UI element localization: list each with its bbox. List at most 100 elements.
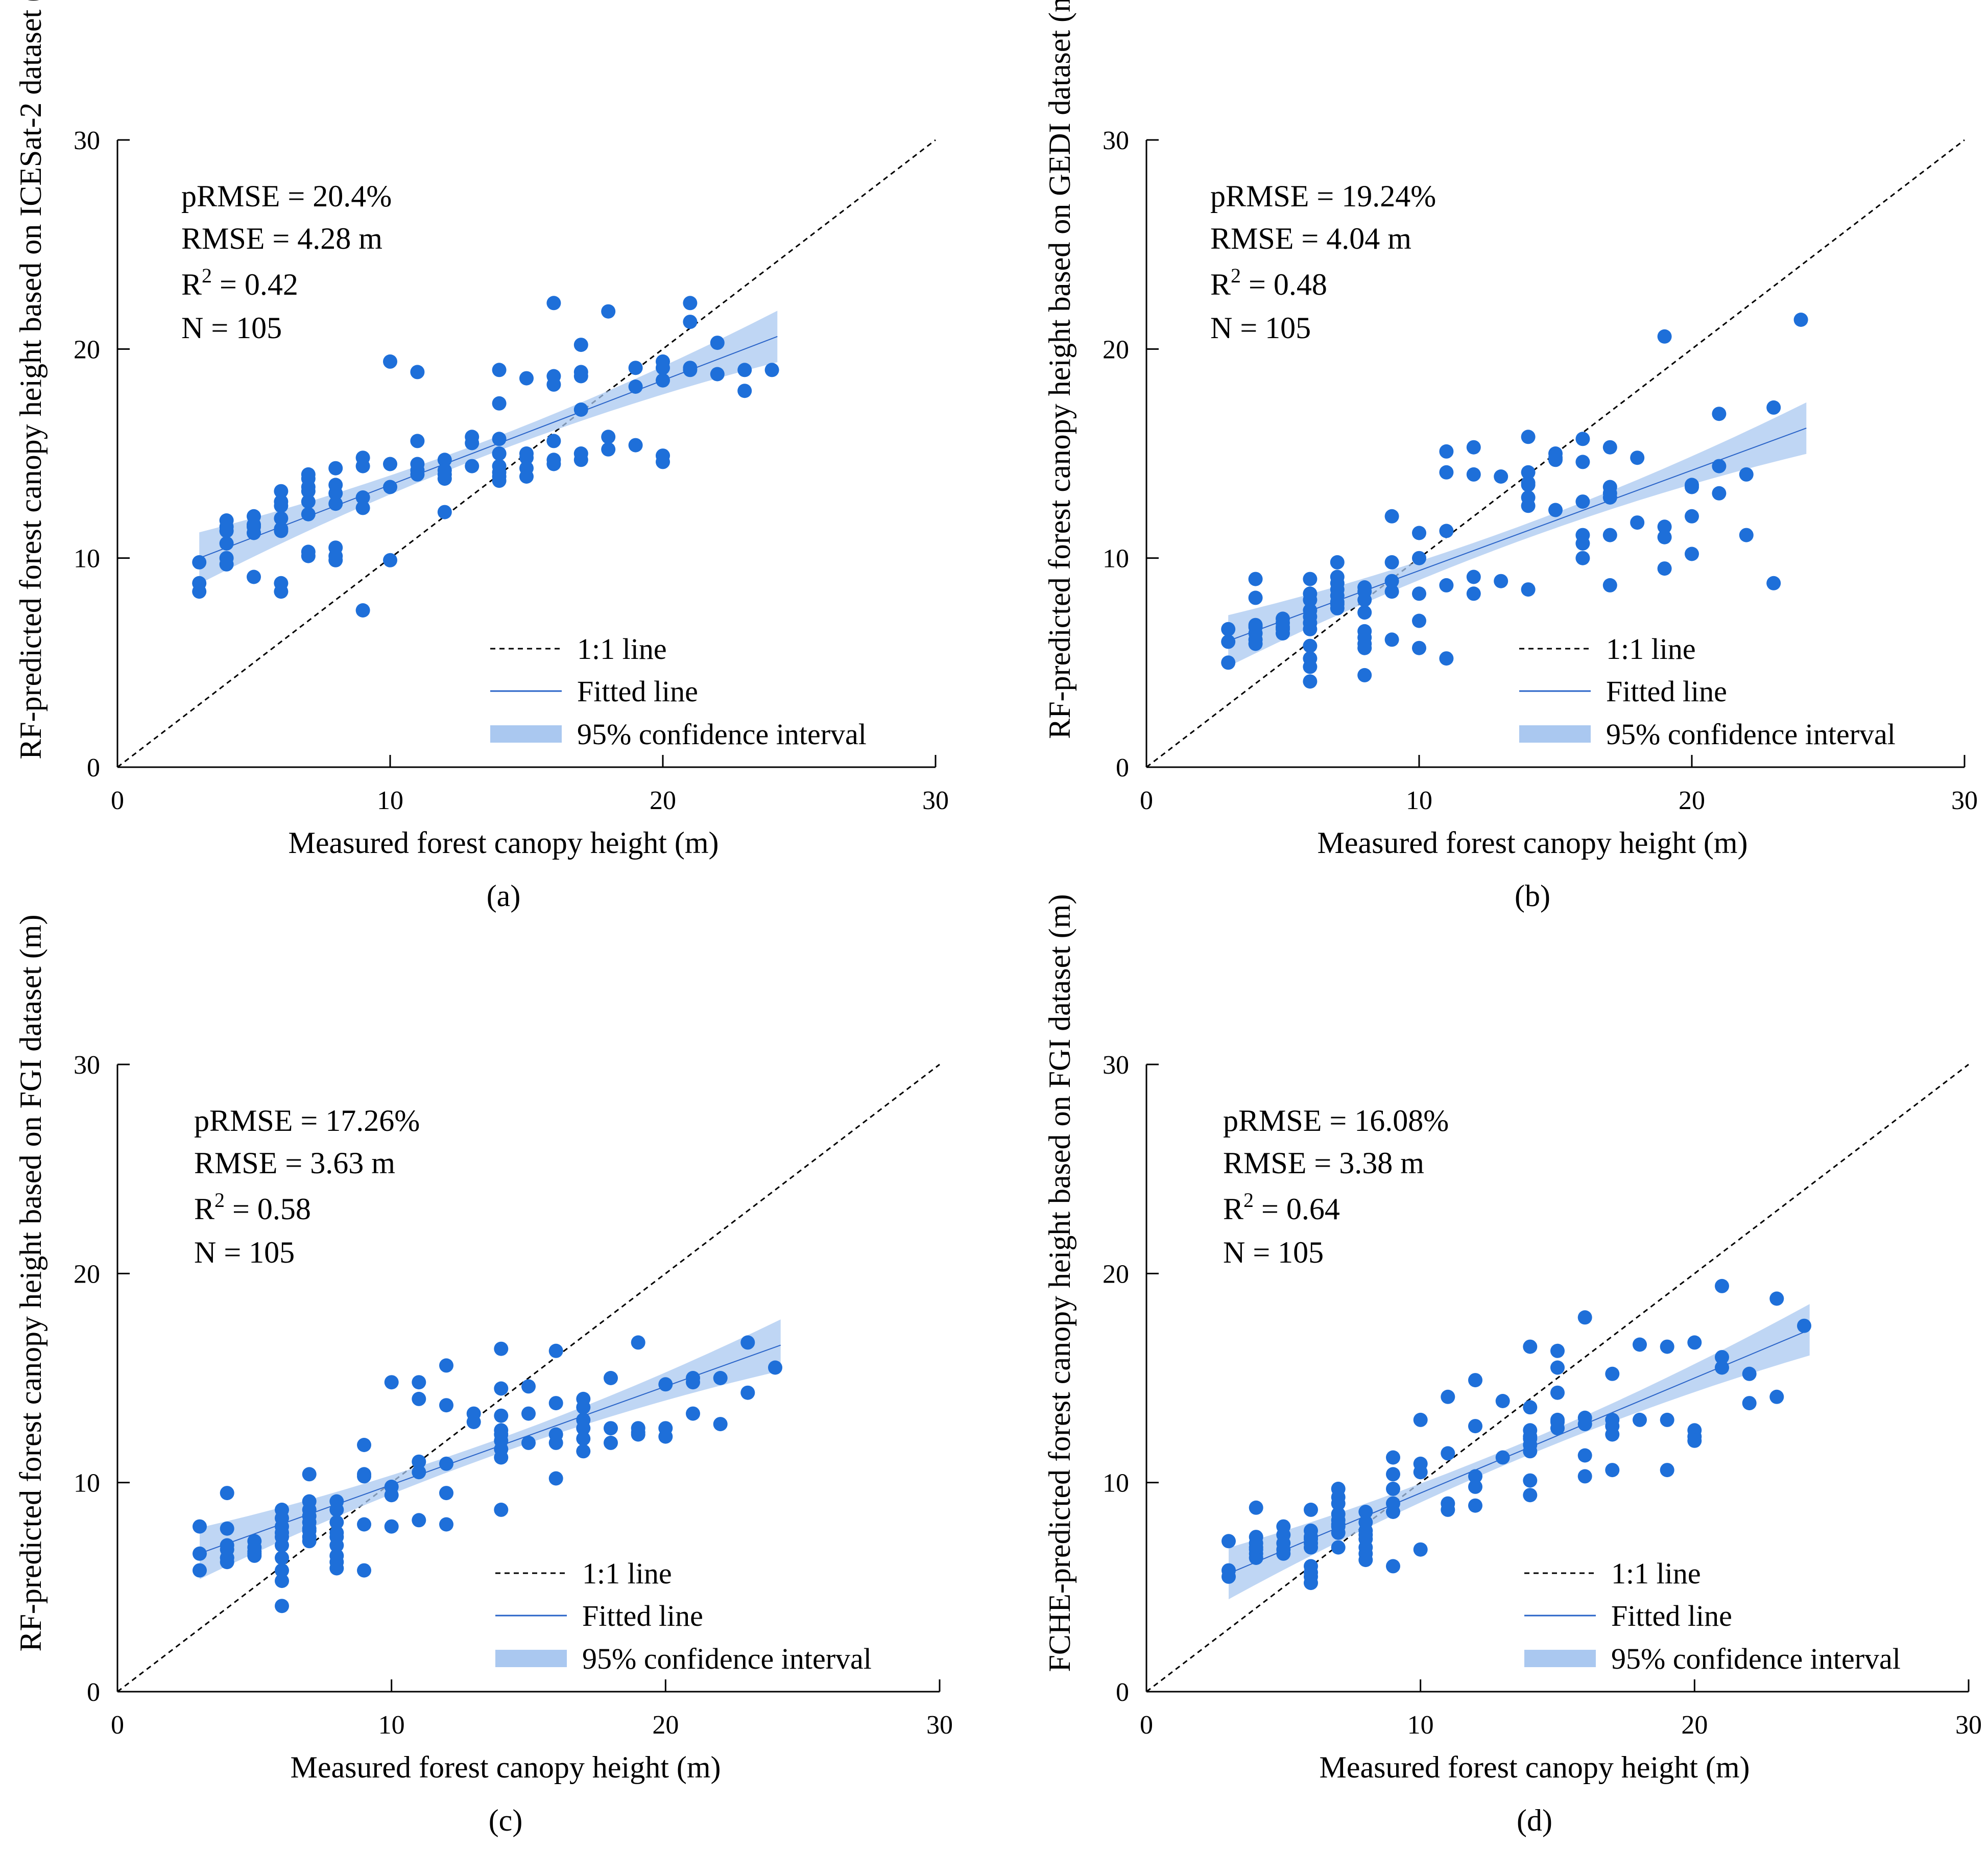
data-point [548, 1396, 563, 1411]
x-tick-label: 10 [1406, 786, 1432, 815]
data-point [1412, 586, 1426, 601]
data-point [492, 432, 507, 446]
data-point [1441, 1502, 1455, 1517]
stat-r2: R2 = 0.64 [1223, 1189, 1340, 1226]
stat-prmse: pRMSE = 20.4% [181, 179, 392, 213]
data-point [1412, 551, 1426, 565]
data-point [439, 1358, 453, 1373]
data-point [328, 486, 343, 501]
x-tick-label: 0 [111, 1711, 124, 1740]
data-point [192, 584, 207, 599]
data-point [1575, 551, 1590, 565]
data-point [656, 455, 670, 469]
data-point [1660, 1412, 1674, 1427]
data-point [439, 1486, 453, 1501]
data-point [1548, 503, 1563, 517]
y-tick-label: 20 [74, 1260, 100, 1289]
one-to-one-line [117, 1063, 940, 1693]
data-point [546, 296, 561, 311]
data-point [384, 1488, 399, 1503]
data-point [1687, 1433, 1702, 1448]
data-point [219, 557, 234, 572]
stat-n: N = 105 [194, 1236, 295, 1269]
y-tick-label: 20 [74, 335, 100, 364]
data-point [275, 1538, 289, 1553]
data-point [329, 1515, 344, 1530]
data-point [437, 505, 452, 519]
data-point [519, 446, 534, 461]
data-point [1386, 1481, 1400, 1496]
data-point [1303, 592, 1318, 607]
data-point [1630, 515, 1645, 530]
data-point [1384, 555, 1399, 570]
y-tick-label: 30 [74, 1051, 100, 1080]
data-point [521, 1435, 536, 1450]
data-point [573, 446, 588, 461]
data-point [548, 1343, 563, 1358]
data-point [1439, 524, 1454, 538]
data-point [601, 304, 616, 319]
y-tick-label: 10 [74, 544, 100, 574]
data-point [328, 553, 343, 567]
data-point [1550, 1415, 1565, 1429]
data-point [1685, 547, 1699, 561]
stat-n: N = 105 [1223, 1236, 1324, 1269]
data-point [1412, 641, 1426, 655]
y-axis-title: RF-predicted forest canopy height based … [14, 915, 47, 1652]
legend-fitted-label: Fitted line [582, 1599, 703, 1632]
data-point [412, 1454, 426, 1469]
data-point [1685, 480, 1699, 494]
data-point [1523, 1488, 1538, 1503]
legend-ci-label: 95% confidence interval [577, 718, 867, 751]
data-point [1769, 1291, 1784, 1306]
data-point [494, 1341, 509, 1356]
stat-r2-value: 0.58 [257, 1192, 311, 1226]
x-tick-label: 0 [111, 786, 124, 815]
y-axis-title: RF-predicted forest canopy height based … [1043, 0, 1076, 739]
stat-r2-value: 0.64 [1286, 1192, 1340, 1226]
data-point [1605, 1366, 1620, 1381]
data-point [383, 553, 397, 567]
data-point [1468, 1419, 1482, 1434]
data-point [548, 1471, 563, 1486]
data-point [658, 1429, 673, 1444]
data-point [412, 1465, 426, 1480]
data-point [1575, 432, 1590, 446]
legend-ci-label: 95% confidence interval [1611, 1642, 1901, 1675]
data-point [1523, 1473, 1538, 1488]
data-point [1657, 519, 1672, 534]
data-point [1412, 613, 1426, 628]
fitted-line [1228, 428, 1807, 642]
data-point [301, 484, 316, 499]
data-point [1742, 1366, 1757, 1381]
y-tick-label: 20 [1103, 1260, 1129, 1289]
data-point [1303, 572, 1318, 586]
stat-rmse: RMSE = 3.38 m [1223, 1146, 1424, 1180]
fitted-line [199, 336, 778, 559]
data-point [1304, 1502, 1318, 1517]
data-point [1715, 1360, 1729, 1375]
data-point [1495, 1450, 1510, 1465]
data-point [683, 315, 698, 329]
data-point [628, 361, 643, 375]
data-point [573, 369, 588, 384]
data-point [1248, 636, 1263, 651]
panel-a: 0 10 20 30 0 10 20 30 Measured forest canopy hei… [14, 0, 949, 913]
data-point [631, 1335, 645, 1350]
data-point [1712, 459, 1727, 473]
data-point [1384, 632, 1399, 647]
data-point [740, 1335, 755, 1350]
data-point [628, 438, 643, 453]
data-point [1739, 467, 1754, 482]
data-point [1386, 1450, 1400, 1465]
data-point [1303, 622, 1318, 636]
data-point [1602, 440, 1617, 455]
data-point [465, 436, 480, 450]
data-point [355, 501, 370, 515]
data-point [1331, 1496, 1346, 1511]
data-point [275, 1599, 289, 1614]
stat-rmse: RMSE = 3.63 m [194, 1146, 395, 1180]
x-axis-title: Measured forest canopy height (m) [1319, 1750, 1750, 1784]
data-point [1712, 407, 1727, 421]
data-point [1221, 1569, 1236, 1584]
